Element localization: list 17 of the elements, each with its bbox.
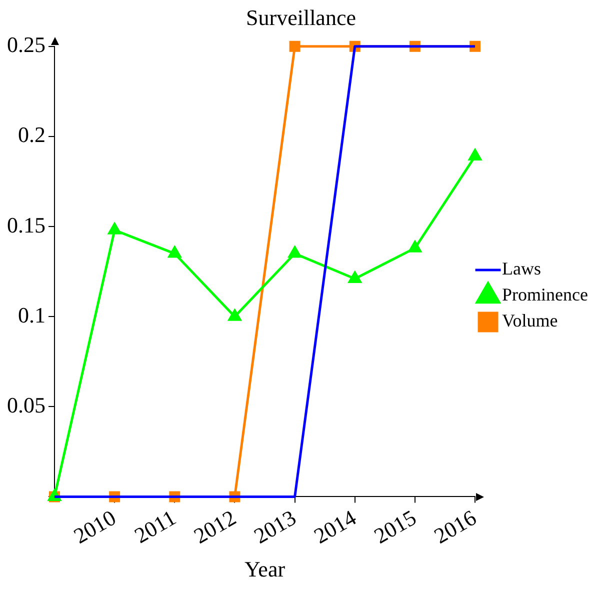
chart-title: Surveillance	[246, 4, 356, 30]
legend-label: Laws	[502, 258, 542, 279]
x-tick-label: 2010	[69, 504, 120, 549]
legend-label: Prominence	[502, 284, 588, 305]
x-tick-label: 2013	[250, 504, 300, 549]
y-tick-label: 0.15	[7, 212, 46, 238]
y-tick-label: 0.2	[18, 122, 46, 148]
x-tick-label: 2015	[370, 504, 420, 549]
x-axis-title: Year	[244, 556, 286, 582]
y-tick-label: 0.05	[7, 392, 46, 418]
y-tick-label: 0.1	[18, 302, 46, 328]
x-tick-label: 2012	[190, 504, 240, 549]
legend-label: Volume	[502, 310, 558, 331]
y-tick-label: 0.25	[7, 32, 46, 58]
x-tick-label: 2014	[310, 504, 360, 549]
x-tick-label: 2016	[430, 504, 480, 549]
x-tick-label: 2011	[130, 504, 180, 548]
